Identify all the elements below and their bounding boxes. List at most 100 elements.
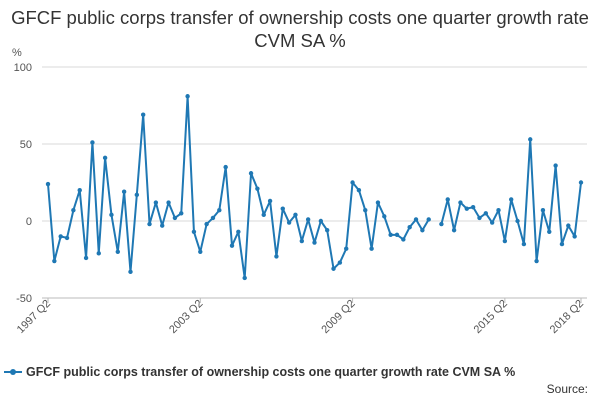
data-point: [109, 212, 114, 218]
data-point: [401, 237, 406, 242]
data-point: [134, 192, 140, 198]
data-point: [458, 200, 463, 205]
data-point: [439, 221, 444, 227]
data-point: [64, 235, 70, 241]
x-tick-label: 2003 Q2: [167, 298, 205, 336]
data-point: [261, 212, 266, 218]
data-point: [477, 215, 482, 221]
data-point: [394, 232, 400, 238]
data-point: [198, 249, 203, 254]
data-point: [337, 260, 343, 265]
data-point: [45, 181, 51, 187]
data-point: [369, 246, 374, 251]
y-axis-label: %: [12, 47, 22, 59]
data-point: [553, 163, 558, 168]
data-point: [305, 217, 311, 222]
data-point: [489, 220, 495, 225]
data-point: [248, 171, 254, 176]
data-point: [445, 197, 450, 202]
data-point: [293, 212, 298, 218]
data-point: [140, 112, 146, 117]
data-point: [229, 243, 235, 248]
data-point: [160, 223, 165, 228]
data-point: [286, 220, 292, 225]
axes: [42, 297, 587, 303]
series-layer: [45, 94, 584, 281]
data-point: [83, 255, 89, 261]
data-point: [185, 94, 190, 99]
data-point: [204, 221, 209, 227]
data-point: [382, 214, 387, 219]
data-point: [540, 208, 546, 213]
data-point: [413, 217, 419, 222]
data-point: [153, 200, 159, 205]
data-point: [344, 246, 349, 251]
data-point: [375, 200, 381, 205]
data-point: [147, 221, 152, 227]
data-point: [464, 206, 469, 211]
data-point: [483, 211, 489, 216]
data-point: [407, 224, 412, 230]
data-point: [236, 229, 241, 234]
data-point: [299, 238, 305, 244]
data-point: [451, 228, 457, 233]
legend-label: GFCF public corps transfer of ownership …: [26, 365, 516, 379]
data-point: [121, 189, 127, 194]
data-point: [102, 155, 108, 161]
data-point: [521, 241, 527, 247]
y-tick-label: 50: [20, 139, 32, 151]
data-point: [128, 269, 133, 275]
data-point: [324, 228, 330, 233]
data-point: [115, 249, 121, 254]
data-point: [572, 234, 577, 239]
chart-title: GFCF public corps transfer of ownership …: [11, 7, 589, 51]
y-tick-label: -50: [16, 293, 32, 305]
data-point: [559, 241, 565, 247]
x-tick-label: 2009 Q2: [319, 298, 357, 336]
source-label: Source:: [546, 382, 588, 396]
data-point: [496, 208, 501, 213]
legend[interactable]: GFCF public corps transfer of ownership …: [4, 362, 515, 382]
data-point: [71, 208, 76, 213]
data-point: [255, 186, 260, 191]
data-point: [280, 206, 285, 211]
data-point: [90, 140, 95, 145]
data-point: [515, 218, 520, 224]
data-point: [318, 218, 324, 224]
data-point: [179, 211, 184, 216]
data-point: [578, 180, 584, 185]
x-tick-label: 2018 Q2: [548, 298, 586, 336]
data-point: [267, 198, 273, 204]
data-point: [312, 240, 317, 245]
data-point: [420, 228, 425, 233]
gridlines: [42, 66, 587, 299]
data-point: [96, 251, 101, 256]
data-point: [166, 200, 171, 205]
data-point: [242, 275, 247, 281]
data-point: [509, 197, 514, 202]
series-line: [47, 95, 582, 279]
data-point: [191, 229, 197, 234]
legend-line-swatch: [4, 369, 22, 375]
data-point: [363, 208, 368, 213]
data-point: [274, 254, 279, 259]
data-point: [426, 217, 431, 222]
data-point: [223, 164, 228, 170]
data-point: [528, 137, 533, 142]
data-point: [566, 223, 571, 228]
data-point: [331, 266, 336, 271]
data-point: [470, 204, 476, 210]
data-point: [356, 188, 362, 193]
data-point: [547, 229, 552, 234]
x-tick-label: 2015 Q2: [472, 298, 510, 336]
data-point: [210, 215, 216, 221]
data-point: [534, 258, 539, 264]
y-tick-label: 100: [14, 62, 32, 74]
data-point: [217, 208, 222, 213]
y-tick-label: 0: [26, 216, 32, 228]
data-point: [77, 188, 82, 193]
data-point: [58, 234, 63, 239]
data-point: [172, 215, 178, 221]
